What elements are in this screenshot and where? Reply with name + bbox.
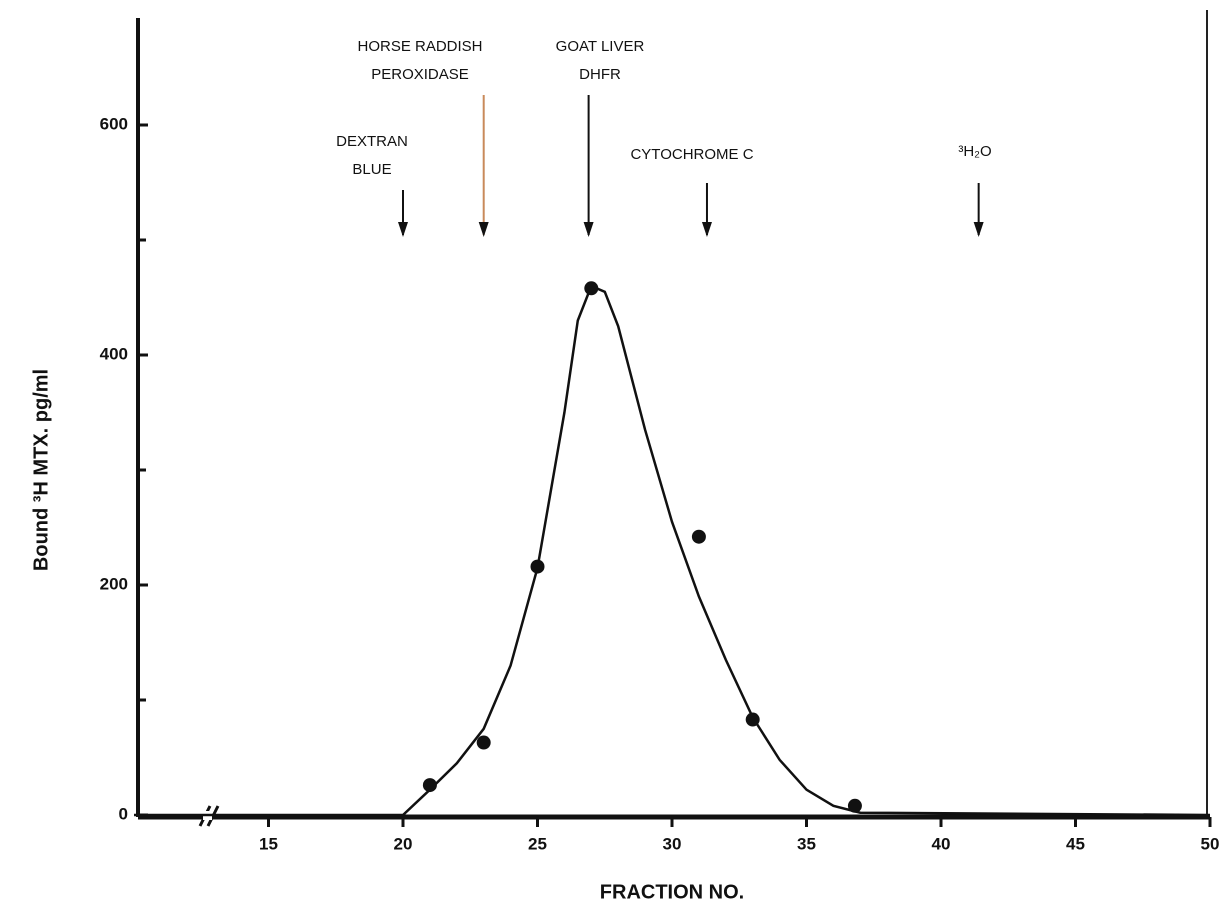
arrow-head	[478, 222, 489, 237]
y-axis-label: Bound ³H MTX. pg/ml	[30, 369, 52, 571]
annotation-label: ³H₂O	[958, 143, 991, 160]
data-point	[476, 735, 491, 750]
data-point	[691, 529, 706, 544]
fit-curve	[134, 284, 1211, 817]
annotation-label: GOAT LIVER	[556, 38, 645, 55]
annotation-label: BLUE	[352, 161, 391, 178]
annotation-label: DEXTRAN	[336, 133, 408, 150]
x-tick-label: 30	[663, 834, 682, 853]
x-tick-label: 40	[932, 834, 951, 853]
annotation-label: DHFR	[579, 66, 621, 83]
data-point	[745, 712, 760, 727]
y-tick-label: 0	[119, 804, 128, 823]
y-tick-label: 600	[100, 114, 128, 133]
x-tick-label: 35	[797, 834, 816, 853]
x-tick-label: 20	[394, 834, 413, 853]
data-point	[530, 559, 545, 574]
arrow-head	[973, 222, 984, 237]
annotation-label: HORSE RADDISH	[357, 38, 482, 55]
data-point	[584, 281, 599, 296]
x-tick-label: 15	[259, 834, 278, 853]
annotation-label: CYTOCHROME C	[630, 146, 753, 163]
x-tick-label: 45	[1066, 834, 1085, 853]
annotation-label: PEROXIDASE	[371, 66, 469, 83]
arrow-head	[583, 222, 594, 237]
arrow-head	[701, 222, 712, 237]
data-point	[422, 778, 437, 793]
arrow-head	[398, 222, 408, 237]
y-tick-label: 200	[100, 574, 128, 593]
y-tick-label: 400	[100, 344, 128, 363]
x-axis-label: FRACTION NO.	[600, 881, 744, 903]
data-point	[847, 798, 862, 813]
x-tick-label: 50	[1201, 834, 1220, 853]
x-tick-label: 25	[528, 834, 547, 853]
